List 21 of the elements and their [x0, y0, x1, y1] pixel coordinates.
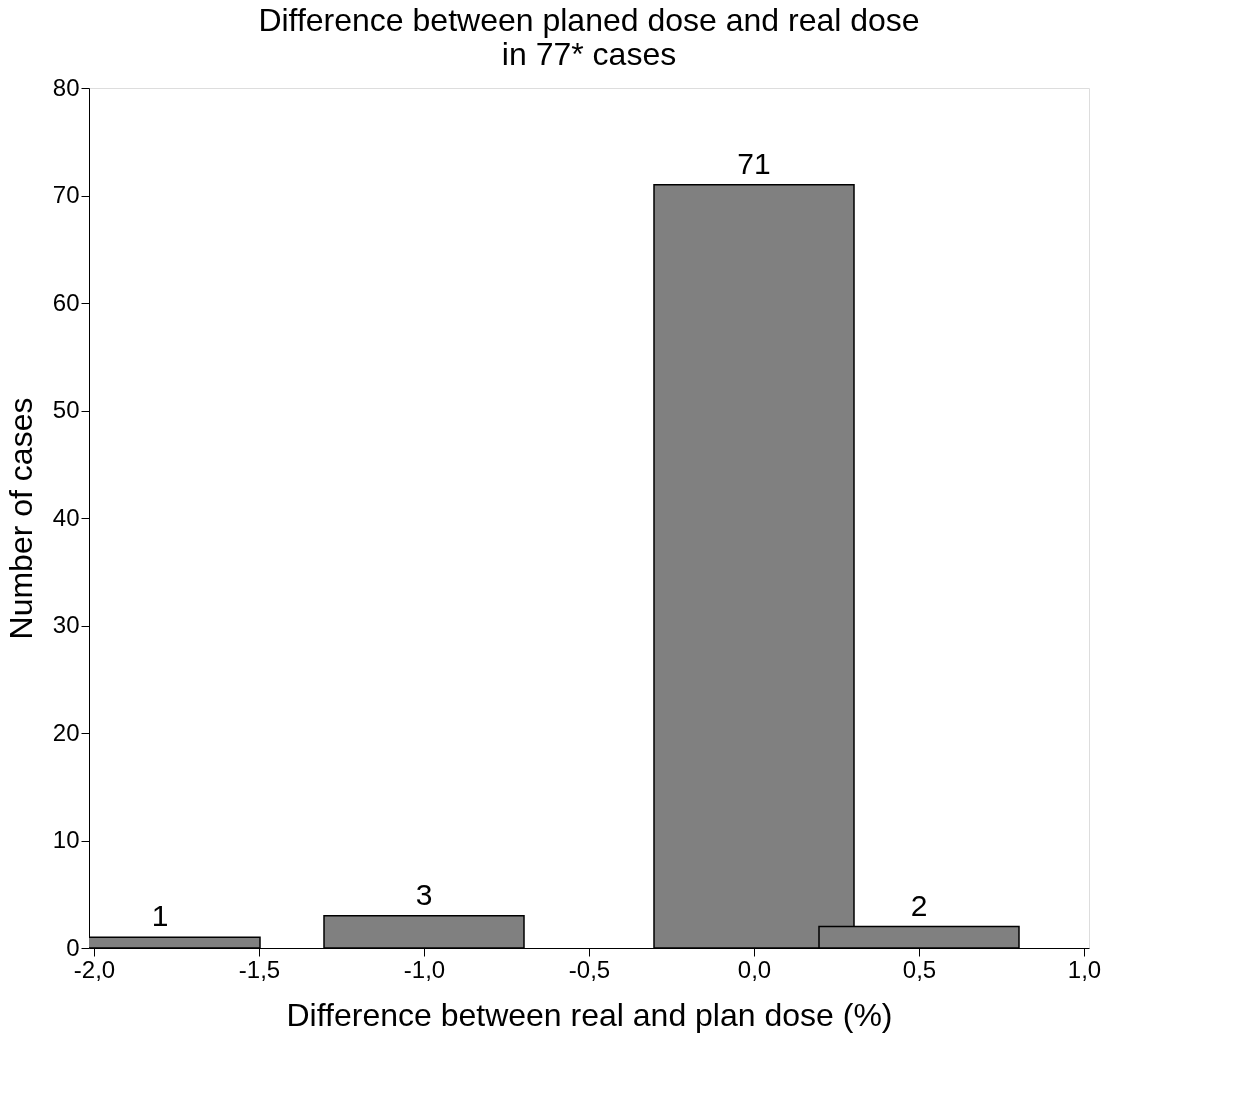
chart-title: Difference between planed dose and real dose in 77* cases: [258, 2, 920, 72]
y-tick-label: 20: [52, 718, 80, 746]
x-tick-label: 1,0: [1067, 955, 1102, 983]
data-label: 2: [910, 888, 928, 922]
y-tick-label: 50: [52, 396, 80, 423]
x-tick-label: 0,5: [902, 955, 937, 983]
y-tick-label: 60: [52, 288, 80, 316]
x-tick-label: -1,5: [238, 955, 281, 983]
data-label: 71: [737, 146, 771, 180]
y-tick-label: 30: [52, 611, 80, 638]
data-label: 1: [151, 899, 169, 933]
x-axis-title: Difference between real and plan dose (%): [286, 996, 893, 1033]
y-tick-label: 70: [52, 181, 80, 208]
x-tick-label: -0,5: [568, 955, 611, 983]
y-tick-label: 80: [52, 73, 80, 101]
x-tick-label: 0,0: [737, 955, 772, 983]
x-tick-label: -1,0: [403, 955, 446, 983]
y-tick-label: 10: [52, 826, 80, 853]
y-tick-label: 40: [52, 503, 80, 531]
y-axis-title: Number of cases: [2, 397, 39, 640]
data-label: 3: [415, 877, 433, 911]
